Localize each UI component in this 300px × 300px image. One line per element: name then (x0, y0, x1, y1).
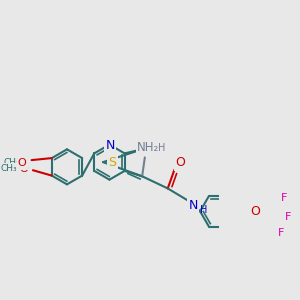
Text: O: O (18, 158, 26, 169)
Text: H: H (158, 143, 166, 153)
Text: N: N (189, 200, 198, 212)
Text: F: F (280, 193, 287, 203)
Text: O: O (175, 156, 185, 169)
Text: CH₃: CH₃ (0, 164, 17, 173)
Text: F: F (284, 212, 291, 222)
Text: CH₃: CH₃ (3, 158, 20, 166)
Text: N: N (105, 139, 115, 152)
Text: NH₂: NH₂ (137, 142, 159, 154)
Text: O: O (19, 164, 28, 174)
Text: O: O (250, 205, 260, 218)
Text: F: F (278, 228, 284, 238)
Text: S: S (109, 156, 116, 169)
Text: H: H (200, 205, 208, 215)
